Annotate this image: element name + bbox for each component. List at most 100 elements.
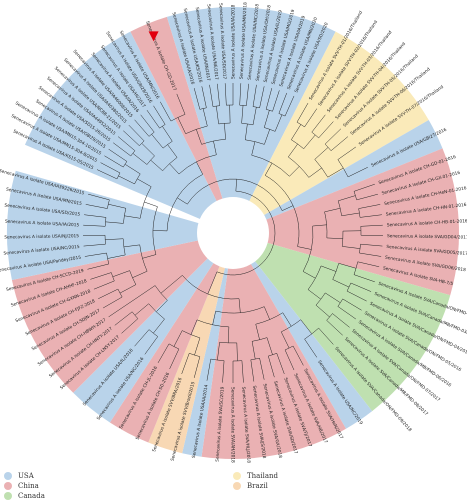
branch-212 [307,265,322,290]
branch-122 [148,329,158,337]
sector-usa-9 [182,233,233,457]
branch-125 [131,311,139,319]
branch-189 [132,271,148,278]
phylogenetic-tree: Senecavirus A isolate USA/KS15-05/2015Se… [0,2,467,464]
branch-25 [117,136,136,151]
branch-112 [206,359,212,381]
branch-226 [213,141,217,155]
branch-188 [148,303,165,320]
branch-61 [304,108,318,128]
branch-54 [265,88,273,110]
branch-27 [123,130,140,146]
branch-204 [288,143,298,158]
branch-216 [227,326,230,343]
sector-usa-0 [24,31,234,234]
branch-154 [274,114,283,132]
branch-38 [170,114,186,122]
branch-120 [144,336,158,355]
branch-94 [326,320,343,336]
branch-234 [264,306,270,320]
tip-label: Senecavirus A isolate CH-HB-01-2016 [387,218,467,228]
branch-19 [100,162,121,174]
branch-99 [292,345,304,366]
branch-207 [324,208,341,213]
sector-china-8 [201,233,346,459]
branch-29 [139,140,145,146]
highlight-triangle-marker [148,31,159,42]
branch-249 [235,179,237,192]
branch-235 [212,311,216,325]
branch-229 [289,166,300,177]
branch-132 [105,221,124,224]
branch-12 [83,224,106,227]
branch-56 [266,109,273,112]
branch-95 [326,313,333,321]
branch-93 [332,313,350,328]
branch-102 [276,353,285,375]
branch-151 [252,107,257,125]
branch-32 [148,131,155,137]
branch-246 [177,197,188,205]
branch-43 [217,83,220,106]
branch-64 [318,121,334,139]
branch-250 [207,271,218,295]
branch-169 [332,279,350,288]
branch-135 [118,175,135,185]
branch-223 [144,201,158,207]
legend-item-thailand: Thailand [233,472,278,480]
legend-swatch [4,492,12,500]
branch-190 [123,244,140,248]
branch-118 [157,343,170,364]
branch-34 [153,105,166,125]
branch-5 [111,272,115,282]
tip-label: Senecavirus A isolate USA/MN/2018 [239,2,249,80]
branch-181 [217,342,220,361]
branch-198 [196,129,202,145]
branch-84 [357,261,380,267]
branch-124 [114,311,133,326]
legend-label: Thailand [247,472,278,480]
branch-67 [330,136,349,151]
branch-13 [84,214,106,218]
legend: USA China Canada Thailand Brazil [0,468,467,500]
branch-90 [342,298,362,311]
sector-thailand-3 [233,31,429,234]
branch-21 [104,155,124,168]
branch-74 [353,191,357,200]
branch-103 [268,355,275,378]
branch-187 [134,303,149,316]
branch-140 [146,155,155,165]
branch-121 [134,329,150,347]
sector-usa-7 [233,233,373,429]
branch-78 [360,224,383,227]
branch-14 [104,217,107,227]
branch-18 [96,169,118,180]
legend-label: Brazil [247,482,268,490]
branch-36 [160,101,172,122]
branch-145 [202,108,208,127]
branch-31 [140,114,155,133]
branch-217 [190,319,198,335]
branch-213 [282,312,292,327]
branch-106 [250,359,255,382]
branch-33 [146,109,160,129]
branch-196 [167,144,178,158]
branch-244 [160,275,183,294]
branch-42 [209,84,214,107]
branch-175 [280,331,290,349]
branch-15 [85,204,108,209]
branch-228 [251,141,256,156]
branch-152 [241,123,254,126]
branch-108 [241,360,244,383]
branch-222 [142,254,157,259]
branch-76 [360,214,382,218]
branch-230 [251,154,290,177]
branch-184 [173,330,183,347]
tip-label: Senecavirus A isolate SVA/AH/2018 [230,387,236,463]
branch-16 [88,193,110,201]
branch-115 [181,353,190,375]
branch-22 [108,148,128,162]
branch-60 [296,102,309,123]
branch-206 [288,156,310,178]
branch-83 [359,244,361,254]
